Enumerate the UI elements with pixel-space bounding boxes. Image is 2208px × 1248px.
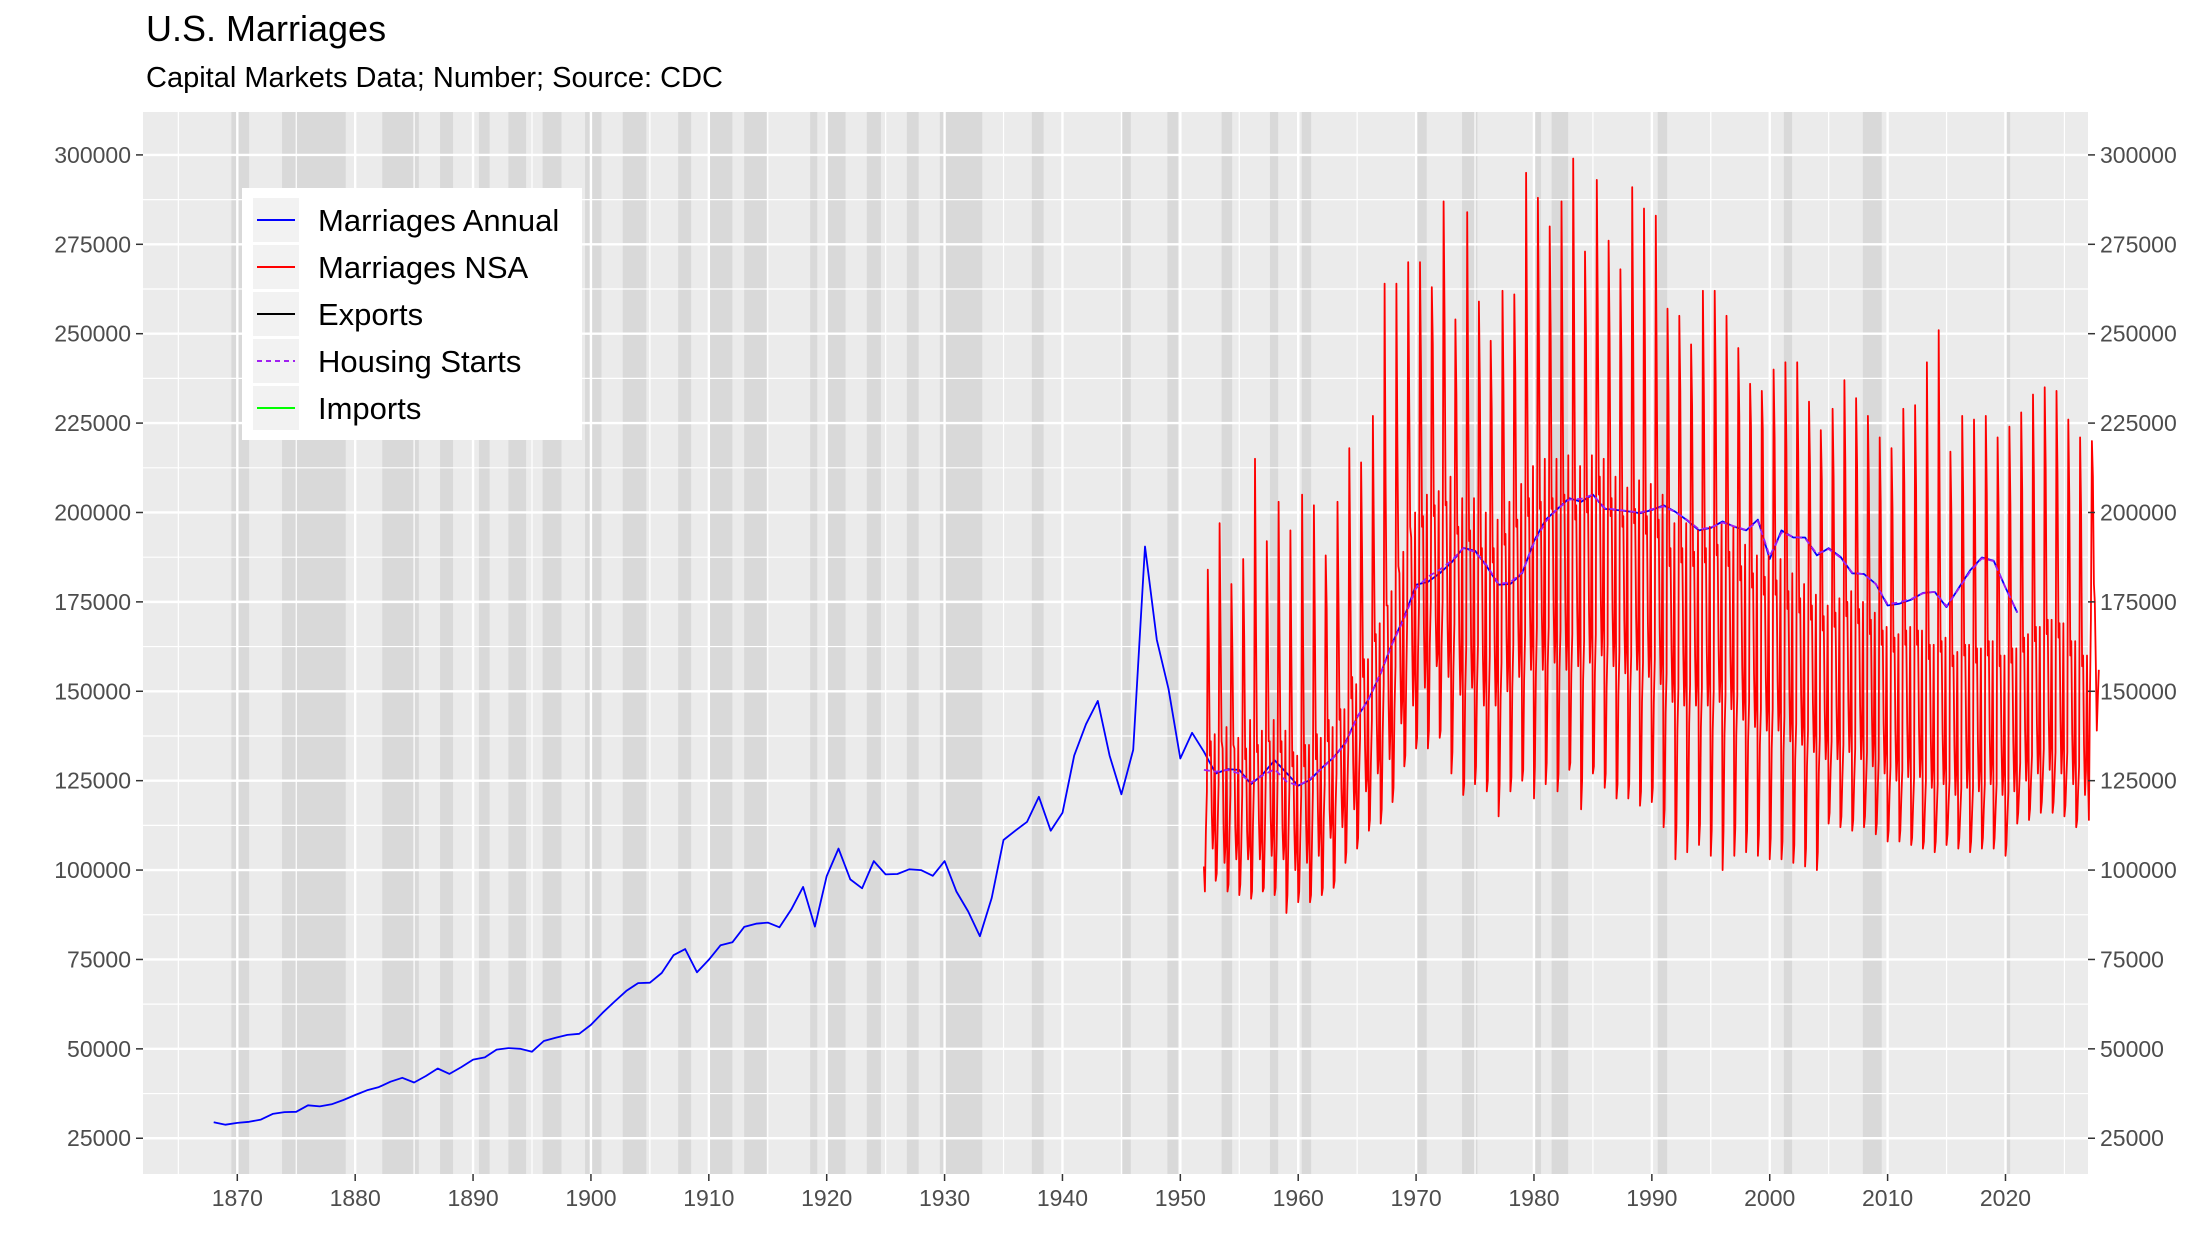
- y-tick-label-right: 175000: [2100, 589, 2177, 615]
- y-tick-label-left: 275000: [54, 231, 131, 257]
- y-tick-label-right: 125000: [2100, 768, 2177, 794]
- y-tick-label-right: 225000: [2100, 410, 2177, 436]
- legend-label: Housing Starts: [318, 344, 521, 379]
- y-tick-label-right: 75000: [2100, 946, 2164, 972]
- x-tick-label: 1980: [1508, 1185, 1559, 1211]
- recession-band-11: [744, 112, 767, 1174]
- x-tick-label: 1960: [1273, 1185, 1324, 1211]
- recession-band-29: [1862, 112, 1882, 1174]
- recession-band-25: [1533, 112, 1542, 1174]
- recession-band-21: [1269, 112, 1279, 1174]
- y-tick-label-left: 125000: [54, 768, 131, 794]
- x-tick-label: 1900: [565, 1185, 616, 1211]
- chart-subtitle: Capital Markets Data; Number; Source: CD…: [146, 62, 723, 94]
- y-tick-label-left: 250000: [54, 321, 131, 347]
- y-tick-label-right: 50000: [2100, 1036, 2164, 1062]
- x-tick-label: 1950: [1155, 1185, 1206, 1211]
- y-tick-label-right: 275000: [2100, 231, 2177, 257]
- axes: 1870 1880 1890 1900 1910 1920 1930 1940 1950 1960…: [54, 142, 2177, 1211]
- chart-title: U.S. Marriages: [146, 8, 387, 49]
- series-line-housing-starts: [1203, 493, 2019, 787]
- y-tick-label-left: 75000: [67, 946, 131, 972]
- recession-band-22: [1301, 112, 1312, 1174]
- x-tick-label: 1870: [212, 1185, 263, 1211]
- recession-band-12: [810, 112, 818, 1174]
- series-lines: [213, 157, 2100, 1126]
- x-tick-label: 1910: [683, 1185, 734, 1211]
- y-tick-label-right: 100000: [2100, 857, 2177, 883]
- y-tick-label-left: 200000: [54, 499, 131, 525]
- x-tick-label: 1940: [1037, 1185, 1088, 1211]
- y-tick-label-left: 50000: [67, 1036, 131, 1062]
- x-tick-label: 1890: [447, 1185, 498, 1211]
- recession-band-17: [1031, 112, 1044, 1174]
- y-tick-label-right: 300000: [2100, 142, 2177, 168]
- series-line-marriages-nsa: [1203, 157, 2100, 914]
- recession-band-9: [678, 112, 692, 1174]
- recession-band-18: [1122, 112, 1131, 1174]
- x-tick-label: 2020: [1980, 1185, 2031, 1211]
- recession-band-14: [866, 112, 881, 1174]
- y-tick-label-left: 175000: [54, 589, 131, 615]
- recession-band-23: [1414, 112, 1427, 1174]
- recession-band-4: [478, 112, 490, 1174]
- x-tick-label: 2010: [1862, 1185, 1913, 1211]
- x-tick-label: 1990: [1626, 1185, 1677, 1211]
- x-tick-label: 1930: [919, 1185, 970, 1211]
- legend-label: Exports: [318, 297, 423, 332]
- x-tick-label: 1880: [330, 1185, 381, 1211]
- y-tick-label-left: 300000: [54, 142, 131, 168]
- recession-band-7: [585, 112, 602, 1174]
- recession-band-20: [1221, 112, 1233, 1174]
- y-tick-label-left: 150000: [54, 678, 131, 704]
- y-tick-label-right: 25000: [2100, 1125, 2164, 1151]
- recession-band-13: [826, 112, 846, 1174]
- recession-band-24: [1462, 112, 1478, 1174]
- legend-label: Marriages Annual: [318, 203, 559, 238]
- x-tick-label: 2000: [1744, 1185, 1795, 1211]
- recession-band-8: [622, 112, 647, 1174]
- legend: Marriages Annual Marriages NSA Exports Hous…: [242, 188, 582, 440]
- y-tick-label-left: 100000: [54, 857, 131, 883]
- x-tick-label: 1920: [801, 1185, 852, 1211]
- legend-label: Marriages NSA: [318, 250, 528, 285]
- recession-band-15: [906, 112, 919, 1174]
- y-tick-label-left: 25000: [67, 1125, 131, 1151]
- legend-label: Imports: [318, 391, 421, 426]
- recession-band-16: [939, 112, 983, 1174]
- recession-band-19: [1167, 112, 1178, 1174]
- recession-band-10: [708, 112, 733, 1174]
- y-tick-label-right: 250000: [2100, 321, 2177, 347]
- x-tick-label: 1970: [1391, 1185, 1442, 1211]
- y-tick-label-right: 150000: [2100, 678, 2177, 704]
- recession-band-28: [1783, 112, 1793, 1174]
- y-tick-label-left: 225000: [54, 410, 131, 436]
- y-tick-label-right: 200000: [2100, 499, 2177, 525]
